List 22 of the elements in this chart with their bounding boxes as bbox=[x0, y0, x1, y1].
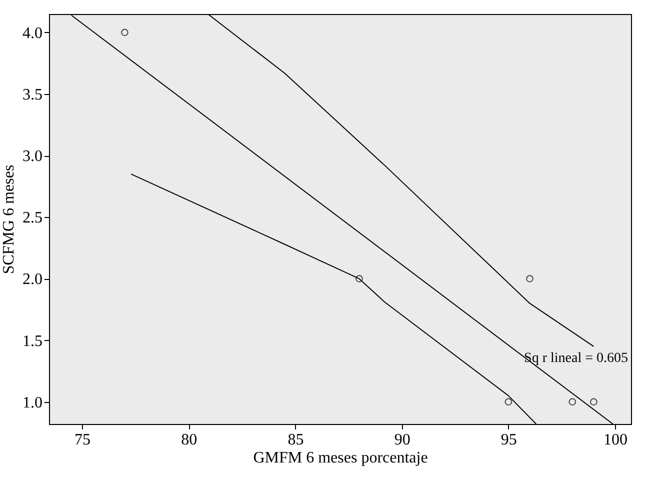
x-axis-title: GMFM 6 meses porcentaje bbox=[253, 450, 428, 466]
y-tick-label: 1.5 bbox=[22, 332, 42, 350]
y-tick-label: 3.0 bbox=[22, 148, 42, 166]
x-tick-label: 75 bbox=[74, 432, 91, 448]
x-tick-label: 95 bbox=[500, 432, 517, 448]
point bbox=[504, 398, 512, 406]
y-tick-label: 2.5 bbox=[22, 210, 42, 227]
y-tick-label: 1.0 bbox=[22, 394, 42, 412]
y-tick-label: 2.0 bbox=[22, 271, 42, 288]
y-axis-title: SCFMG 6 meses bbox=[0, 164, 18, 274]
x-tick-label: 100 bbox=[604, 432, 628, 448]
y-tick-label: 3.5 bbox=[22, 86, 42, 104]
point bbox=[568, 398, 576, 406]
point bbox=[526, 275, 534, 282]
point bbox=[590, 398, 598, 406]
x-tick-label: 90 bbox=[394, 432, 410, 448]
point bbox=[356, 275, 363, 282]
y-tick-label: 4.0 bbox=[22, 24, 42, 42]
annotation: Sq r lineal = 0.605 bbox=[524, 351, 628, 366]
x-tick-label: 80 bbox=[181, 432, 198, 448]
point bbox=[121, 28, 128, 36]
x-tick-label: 85 bbox=[288, 432, 304, 448]
